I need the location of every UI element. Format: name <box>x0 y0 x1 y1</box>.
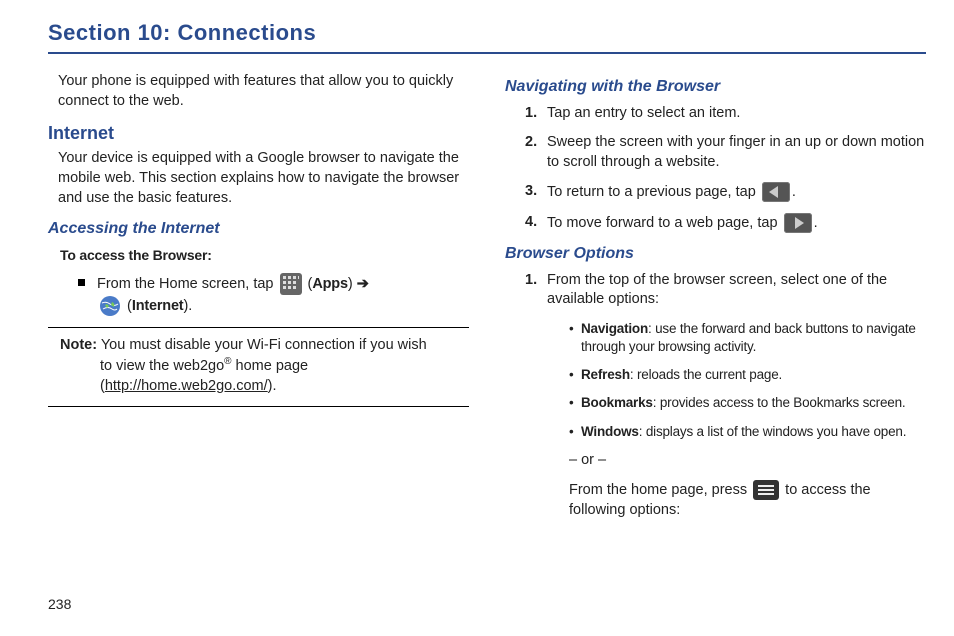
bullet-windows-text: : displays a list of the windows you hav… <box>639 424 907 439</box>
note-line2: to view the web2go <box>100 358 224 374</box>
forward-button-icon <box>784 213 812 233</box>
option-step-1-text: From the top of the browser screen, sele… <box>547 272 887 308</box>
options-list: 1. From the top of the browser screen, s… <box>525 271 926 521</box>
nav-step-3: 3.To return to a previous page, tap . <box>525 182 926 202</box>
internet-heading: Internet <box>48 121 469 145</box>
nav-step-4-period: . <box>814 215 818 231</box>
registered-mark: ® <box>224 356 231 367</box>
home-press-line: From the home page, press to access the … <box>569 480 926 520</box>
nav-step-1-text: Tap an entry to select an item. <box>547 104 926 124</box>
internet-label: Internet <box>132 297 184 313</box>
access-step-text: From the Home screen, tap (Apps) ➔ <box>97 273 369 317</box>
nav-step-2: 2.Sweep the screen with your finger in a… <box>525 133 926 172</box>
note-block: Note: You must disable your Wi-Fi connec… <box>60 336 469 397</box>
arrow-icon: ➔ <box>357 275 369 291</box>
bullet-windows-label: Windows <box>581 424 639 439</box>
nav-step-3-pre: To return to a previous page, tap <box>547 184 760 200</box>
square-bullet-icon <box>78 279 85 286</box>
bullet-navigation: Navigation: use the forward and back but… <box>569 320 926 356</box>
home-press-pre: From the home page, press <box>569 482 751 498</box>
nav-step-3-period: . <box>792 184 796 200</box>
content-columns: Your phone is equipped with features tha… <box>48 68 926 530</box>
or-separator: – or – <box>569 451 926 471</box>
note-label: Note: <box>60 337 97 353</box>
nav-step-4-pre: To move forward to a web page, tap <box>547 215 782 231</box>
note-indent: to view the web2go® home page (http://ho… <box>100 355 469 396</box>
note-line2b: home page <box>232 358 309 374</box>
back-button-icon <box>762 182 790 202</box>
bullet-windows: Windows: displays a list of the windows … <box>569 423 926 441</box>
options-subhead: Browser Options <box>505 243 926 265</box>
divider-bottom <box>48 406 469 407</box>
apps-label: Apps <box>312 275 347 291</box>
option-step-1: 1. From the top of the browser screen, s… <box>525 271 926 521</box>
web2go-link[interactable]: http://home.web2go.com/ <box>105 378 268 394</box>
right-column: Navigating with the Browser 1.Tap an ent… <box>505 68 926 530</box>
globe-icon <box>99 295 121 317</box>
bullet-bookmarks: Bookmarks: provides access to the Bookma… <box>569 394 926 412</box>
to-access-label: To access the Browser: <box>60 246 469 265</box>
bullet-bookmarks-text: : provides access to the Bookmarks scree… <box>653 395 906 410</box>
page-number: 238 <box>48 596 71 612</box>
nav-steps-list: 1.Tap an entry to select an item. 2.Swee… <box>525 104 926 233</box>
internet-body: Your device is equipped with a Google br… <box>58 149 469 208</box>
nav-step-4-text: To move forward to a web page, tap . <box>547 213 926 233</box>
bullet-navigation-label: Navigation <box>581 321 648 336</box>
nav-step-3-text: To return to a previous page, tap . <box>547 182 926 202</box>
option-bullets: Navigation: use the forward and back but… <box>569 320 926 441</box>
left-column: Your phone is equipped with features tha… <box>48 68 469 530</box>
navigating-subhead: Navigating with the Browser <box>505 76 926 98</box>
access-step: From the Home screen, tap (Apps) ➔ <box>78 273 469 317</box>
intro-text: Your phone is equipped with features tha… <box>58 72 469 111</box>
bullet-refresh: Refresh: reloads the current page. <box>569 366 926 384</box>
bullet-bookmarks-label: Bookmarks <box>581 395 653 410</box>
from-home-pre: From the Home screen, tap <box>97 275 278 291</box>
nav-step-4: 4.To move forward to a web page, tap . <box>525 213 926 233</box>
nav-step-2-text: Sweep the screen with your finger in an … <box>547 133 926 172</box>
option-step-1-body: From the top of the browser screen, sele… <box>547 271 926 521</box>
section-title: Section 10: Connections <box>48 20 926 54</box>
menu-button-icon <box>753 480 779 500</box>
nav-step-1: 1.Tap an entry to select an item. <box>525 104 926 124</box>
bullet-refresh-label: Refresh <box>581 367 630 382</box>
note-line1: You must disable your Wi-Fi connection i… <box>97 337 427 353</box>
apps-grid-icon <box>280 273 302 295</box>
divider-top <box>48 327 469 328</box>
bullet-refresh-text: : reloads the current page. <box>630 367 782 382</box>
accessing-subhead: Accessing the Internet <box>48 218 469 240</box>
